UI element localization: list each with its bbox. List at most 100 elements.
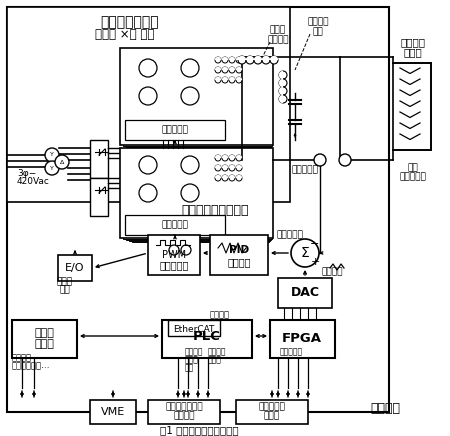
Bar xyxy=(7,7,290,202)
Wedge shape xyxy=(262,56,270,60)
Bar xyxy=(132,60,269,149)
Circle shape xyxy=(45,148,59,162)
Circle shape xyxy=(215,57,221,63)
Bar xyxy=(90,140,108,178)
Wedge shape xyxy=(215,175,221,178)
Bar xyxy=(90,178,108,216)
Text: 低周波: 低周波 xyxy=(270,25,286,34)
Wedge shape xyxy=(270,56,278,60)
Circle shape xyxy=(279,95,287,103)
Circle shape xyxy=(181,156,199,174)
Circle shape xyxy=(246,56,254,64)
Circle shape xyxy=(45,161,59,175)
Bar xyxy=(12,320,77,358)
Circle shape xyxy=(229,67,235,73)
Text: ２直列 ×５ 並列: ２直列 ×５ 並列 xyxy=(95,28,155,41)
Wedge shape xyxy=(238,56,246,60)
Circle shape xyxy=(236,77,242,83)
Wedge shape xyxy=(215,57,221,60)
Text: 3φ−: 3φ− xyxy=(17,168,36,177)
Text: Δ: Δ xyxy=(60,160,64,164)
Circle shape xyxy=(181,87,199,105)
Text: チョッパー回路: チョッパー回路 xyxy=(101,15,159,29)
Wedge shape xyxy=(236,175,242,178)
Circle shape xyxy=(222,165,228,171)
Wedge shape xyxy=(222,77,228,80)
Text: 参照波形: 参照波形 xyxy=(321,268,343,276)
Wedge shape xyxy=(229,165,235,168)
Text: タイミング: タイミング xyxy=(259,402,285,412)
Circle shape xyxy=(236,175,242,181)
Circle shape xyxy=(215,67,221,73)
Text: VME: VME xyxy=(101,407,125,417)
Text: キッカー: キッカー xyxy=(400,37,426,47)
Bar xyxy=(236,400,308,424)
Wedge shape xyxy=(236,155,242,158)
Text: FPGA: FPGA xyxy=(282,333,322,345)
Text: ルート信号: ルート信号 xyxy=(280,347,303,357)
Text: 信号: 信号 xyxy=(59,286,70,294)
Bar xyxy=(270,320,335,358)
Wedge shape xyxy=(236,77,242,80)
Text: EtherCAT: EtherCAT xyxy=(173,324,215,334)
Circle shape xyxy=(236,67,242,73)
Text: PWM: PWM xyxy=(162,250,186,260)
Circle shape xyxy=(238,56,246,64)
Bar xyxy=(148,235,200,275)
Circle shape xyxy=(229,175,235,181)
Wedge shape xyxy=(229,175,235,178)
Text: フィードバック回路: フィードバック回路 xyxy=(181,204,249,217)
Circle shape xyxy=(222,155,228,161)
Text: Y: Y xyxy=(50,166,54,170)
Circle shape xyxy=(339,154,351,166)
Circle shape xyxy=(139,59,157,77)
Bar xyxy=(120,148,273,238)
Circle shape xyxy=(215,175,221,181)
Circle shape xyxy=(222,57,228,63)
Bar xyxy=(7,7,389,412)
Bar xyxy=(126,54,271,147)
Circle shape xyxy=(279,87,287,95)
Text: 制御回路: 制御回路 xyxy=(227,257,251,267)
Circle shape xyxy=(181,245,191,255)
Wedge shape xyxy=(222,67,228,70)
Text: ゲート回路: ゲート回路 xyxy=(162,221,189,229)
Wedge shape xyxy=(229,155,235,158)
Wedge shape xyxy=(279,79,283,87)
Bar xyxy=(126,154,271,240)
Bar xyxy=(162,320,252,358)
Bar xyxy=(168,320,220,336)
Text: パネル: パネル xyxy=(34,339,54,349)
Text: ロック: ロック xyxy=(185,355,199,364)
Text: E/O: E/O xyxy=(65,263,85,273)
Text: モジュール: モジュール xyxy=(159,260,189,270)
Text: トリガ: トリガ xyxy=(208,355,222,364)
Circle shape xyxy=(229,77,235,83)
Bar xyxy=(132,160,269,242)
Text: システム: システム xyxy=(173,412,195,420)
Circle shape xyxy=(55,155,69,169)
Text: 電流モニタ: 電流モニタ xyxy=(400,173,427,181)
Wedge shape xyxy=(222,175,228,178)
Text: 電磁石: 電磁石 xyxy=(404,47,423,57)
Circle shape xyxy=(181,184,199,202)
Text: 信号: 信号 xyxy=(185,364,194,372)
Circle shape xyxy=(279,79,287,87)
Text: インター: インター xyxy=(185,347,203,357)
Text: PID: PID xyxy=(229,245,249,255)
Wedge shape xyxy=(215,155,221,158)
Bar xyxy=(393,63,431,150)
Circle shape xyxy=(222,77,228,83)
Bar xyxy=(58,255,92,281)
Circle shape xyxy=(181,59,199,77)
Text: 420Vac: 420Vac xyxy=(17,177,50,187)
Circle shape xyxy=(139,184,157,202)
Text: 外部機器: 外部機器 xyxy=(370,402,400,415)
Wedge shape xyxy=(254,56,262,60)
Bar xyxy=(90,400,136,424)
Wedge shape xyxy=(279,95,283,103)
Text: −: − xyxy=(310,239,320,249)
Bar xyxy=(125,120,225,140)
Circle shape xyxy=(291,239,319,267)
Circle shape xyxy=(314,154,326,166)
